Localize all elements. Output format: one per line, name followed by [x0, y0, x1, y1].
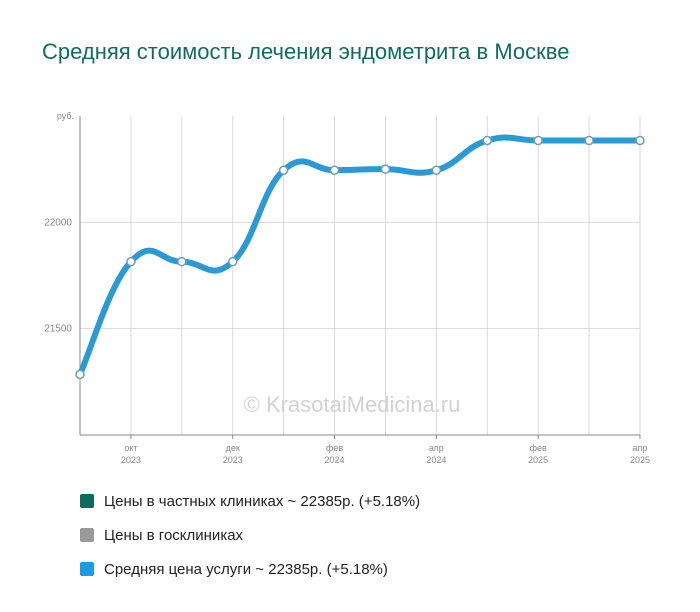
x-tick-label-year: 2025 — [630, 455, 650, 465]
x-tick-label-month: окт — [124, 443, 137, 453]
series-line-average-price — [77, 134, 643, 378]
legend-label-public-clinics: Цены в госклиниках — [104, 526, 244, 544]
grid — [80, 116, 641, 435]
data-point — [227, 256, 238, 267]
x-tick-label-month: апр — [429, 443, 444, 453]
data-point — [584, 135, 594, 146]
x-tick-label-month: фев — [326, 443, 343, 453]
data-point — [278, 165, 289, 175]
legend: Цены в частных клиниках ~ 22385р. (+5.18… — [80, 484, 640, 586]
data-point — [177, 256, 187, 267]
x-tick-label-month: фев — [530, 443, 547, 453]
axes: руб. — [57, 111, 640, 436]
x-tick-label-month: дек — [226, 443, 240, 453]
legend-item-public-clinics[interactable]: Цены в госклиниках — [80, 518, 640, 552]
y-tick-label: 22000 — [44, 217, 72, 228]
y-tick-label: 21500 — [44, 324, 72, 335]
legend-swatch-public-clinics — [80, 528, 94, 542]
legend-swatch-average-price — [80, 562, 94, 576]
data-points — [75, 135, 645, 380]
data-point — [431, 165, 442, 175]
x-tick-label-year: 2025 — [528, 455, 548, 465]
legend-swatch-private-clinics — [80, 494, 94, 508]
legend-label-average-price: Средняя цена услуги ~ 22385р. (+5.18%) — [104, 560, 388, 578]
chart-title: Средняя стоимость лечения эндометрита в … — [42, 39, 570, 64]
x-ticks: окт 2023 дек 2023 фев 2024 апр 2024 фев 2025 апр 20… — [121, 435, 650, 465]
y-unit-label: руб. — [57, 111, 74, 121]
data-point — [482, 135, 493, 146]
legend-item-average-price[interactable]: Средняя цена услуги ~ 22385р. (+5.18%) — [80, 552, 640, 586]
watermark-text: © KrasotaiMedicina.ru — [244, 392, 461, 417]
data-point — [329, 165, 340, 175]
x-tick-label-year: 2023 — [121, 455, 141, 465]
x-tick-label-month: апр — [633, 443, 648, 453]
x-tick-label-year: 2024 — [325, 455, 345, 465]
data-point — [126, 256, 136, 267]
data-point — [380, 164, 391, 174]
legend-item-private-clinics[interactable]: Цены в частных клиниках ~ 22385р. (+5.18… — [80, 484, 640, 518]
data-point — [635, 135, 645, 146]
y-ticks: 21500 22000 — [44, 217, 72, 334]
data-point — [533, 135, 543, 146]
legend-label-private-clinics: Цены в частных клиниках ~ 22385р. (+5.18… — [104, 492, 421, 510]
x-tick-label-year: 2023 — [223, 455, 243, 465]
data-point — [75, 369, 85, 380]
x-tick-label-year: 2024 — [426, 455, 446, 465]
